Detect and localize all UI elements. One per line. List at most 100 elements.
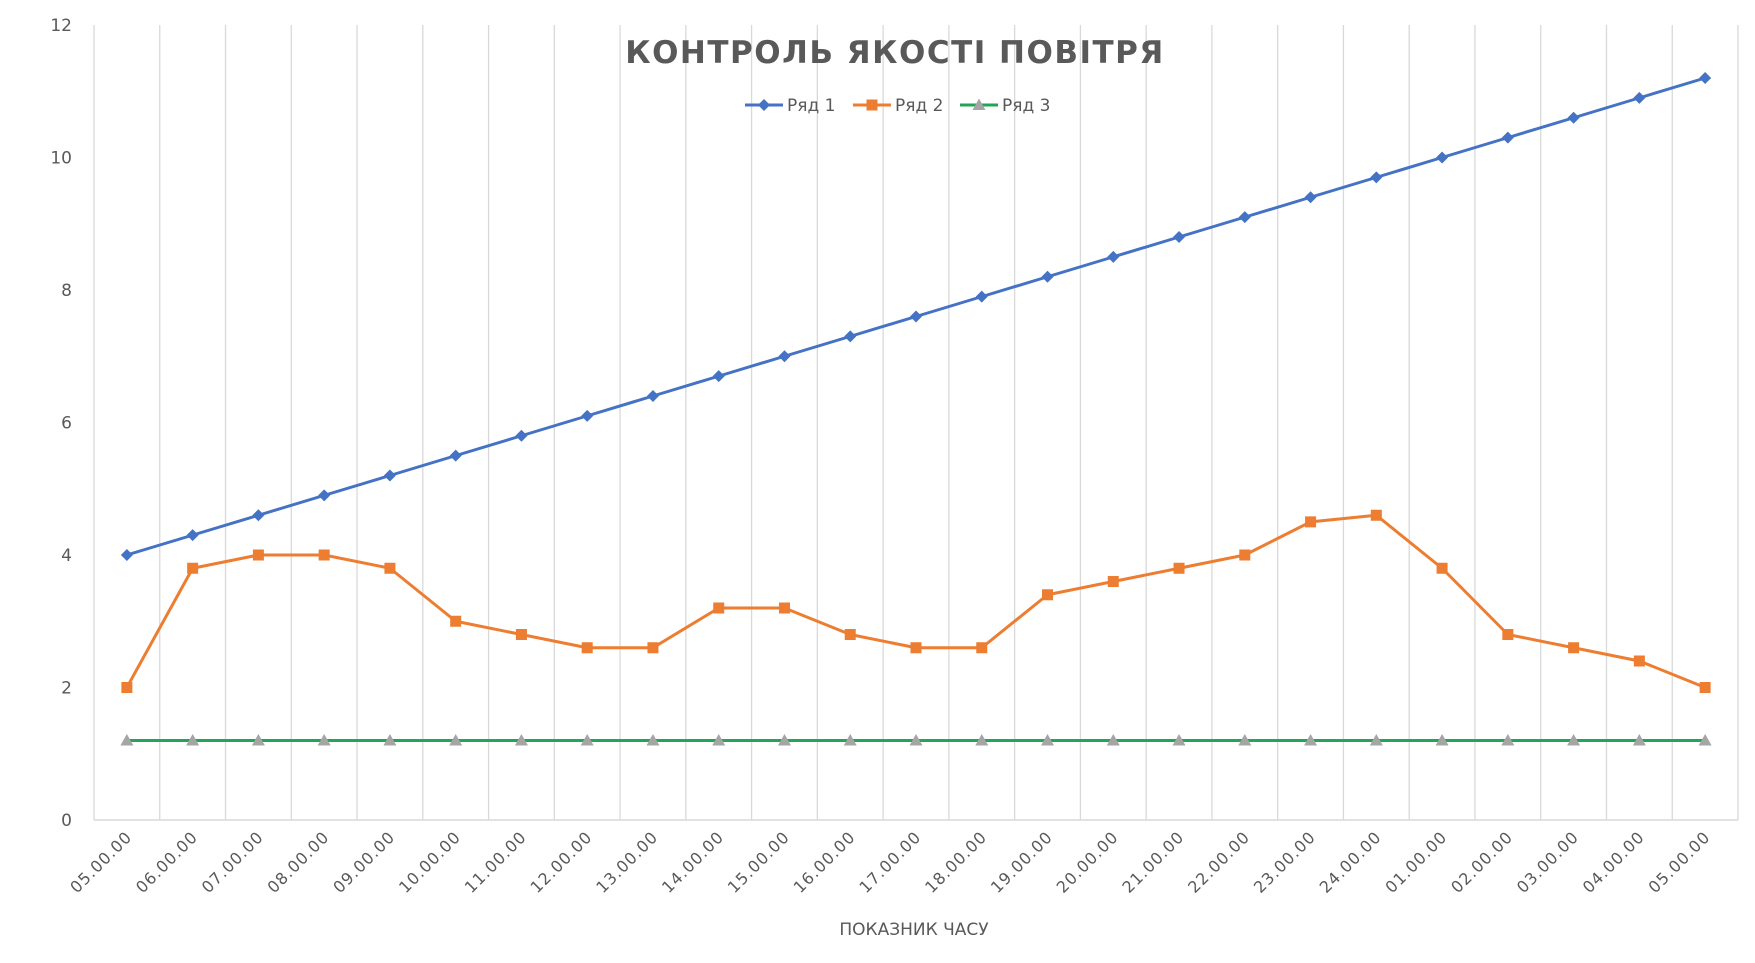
triangle-marker [1041, 734, 1055, 746]
diamond-marker [844, 330, 857, 343]
square-marker [581, 642, 593, 654]
square-marker [910, 642, 922, 654]
x-tick-label: 02.00.00 [1447, 827, 1516, 896]
diamond-marker [910, 310, 922, 323]
square-marker [1370, 509, 1382, 521]
square-marker [121, 682, 133, 693]
x-tick-label: 10.00.00 [395, 827, 464, 896]
square-marker [515, 629, 527, 640]
x-tick-label: 16.00.00 [790, 827, 859, 896]
x-tick-label: 14.00.00 [658, 827, 727, 896]
diamond-marker [1304, 191, 1317, 204]
diamond-marker [1699, 72, 1712, 84]
diamond-marker [318, 489, 331, 502]
triangle-marker [186, 734, 200, 746]
x-tick-label: 01.00.00 [1381, 827, 1450, 896]
diamond-marker [975, 290, 988, 303]
x-tick-label: 13.00.00 [592, 827, 661, 896]
diamond-marker [581, 409, 594, 422]
triangle-marker [646, 734, 660, 746]
triangle-marker [843, 734, 857, 746]
x-tick-label: 07.00.00 [198, 827, 267, 896]
x-tick-label: 06.00.00 [132, 827, 201, 896]
x-tick-label: 09.00.00 [329, 827, 398, 896]
y-tick-label: 4 [61, 546, 72, 566]
x-tick-label: 12.00.00 [527, 827, 596, 896]
triangle-marker [1369, 734, 1383, 746]
triangle-marker [1304, 734, 1318, 746]
square-marker [713, 602, 725, 614]
diamond-marker [1567, 111, 1580, 124]
square-marker [384, 562, 396, 574]
square-marker [866, 99, 878, 111]
square-marker [1633, 655, 1645, 667]
x-tick-label: 19.00.00 [987, 827, 1056, 896]
triangle-marker [1106, 734, 1120, 746]
plot-area [120, 72, 1712, 746]
x-tick-label: 11.00.00 [461, 827, 530, 896]
triangle-marker [712, 734, 726, 746]
square-marker [318, 549, 330, 561]
legend-item-1: Ряд 1 [745, 96, 835, 116]
triangle-marker [580, 734, 594, 746]
triangle-marker [514, 734, 528, 746]
y-tick-label: 10 [50, 149, 72, 169]
triangle-marker [317, 734, 331, 746]
triangle-marker [1238, 734, 1252, 746]
diamond-marker [1107, 250, 1120, 263]
square-marker [187, 562, 199, 574]
legend-label: Ряд 2 [895, 96, 943, 116]
y-tick-label: 6 [61, 414, 72, 434]
legend-item-3: Ряд 3 [960, 96, 1050, 116]
square-marker [1305, 516, 1317, 528]
legend: Ряд 1 Ряд 2 Ряд 3 [745, 96, 1050, 116]
square-marker [1502, 629, 1514, 640]
x-tick-label: 24.00.00 [1316, 827, 1385, 896]
triangle-marker [120, 734, 134, 746]
series-3 [120, 734, 1712, 746]
diamond-marker [1501, 131, 1514, 144]
series-line [125, 513, 1706, 689]
x-tick-label: 04.00.00 [1579, 827, 1648, 896]
square-marker [450, 615, 462, 627]
diamond-marker [186, 529, 199, 542]
square-marker [252, 549, 264, 561]
diamond-marker [712, 370, 725, 383]
triangle-marker [972, 98, 986, 110]
series-2 [121, 509, 1711, 693]
legend-item-2: Ряд 2 [853, 96, 943, 116]
x-tick-label: 08.00.00 [264, 827, 333, 896]
diamond-marker [1041, 270, 1054, 283]
square-marker [1239, 549, 1251, 561]
triangle-marker [1501, 734, 1515, 746]
triangle-marker [383, 734, 397, 746]
x-tick-label: 15.00.00 [724, 827, 793, 896]
x-axis: 05.00.0006.00.0007.00.0008.00.0009.00.00… [66, 819, 1738, 897]
legend-label: Ряд 1 [787, 96, 835, 116]
square-marker [1042, 589, 1054, 601]
diamond-marker [758, 99, 770, 111]
diamond-marker [778, 350, 791, 363]
x-axis-title: ПОКАЗНИК ЧАСУ [839, 920, 989, 940]
y-axis: 0 2 4 6 8 10 12 [50, 16, 72, 831]
square-marker [778, 602, 790, 614]
triangle-marker [449, 734, 463, 746]
x-tick-label: 05.00.00 [66, 827, 135, 896]
triangle-marker [975, 734, 989, 746]
diamond-marker [120, 549, 133, 561]
x-tick-label: 22.00.00 [1184, 827, 1253, 896]
legend-label: Ряд 3 [1002, 96, 1050, 116]
x-tick-label: 17.00.00 [855, 827, 924, 896]
square-marker [976, 642, 988, 654]
triangle-marker [251, 734, 265, 746]
x-tick-label: 21.00.00 [1118, 827, 1187, 896]
y-tick-label: 0 [61, 811, 72, 831]
triangle-marker [1632, 734, 1646, 746]
x-tick-label: 03.00.00 [1513, 827, 1582, 896]
square-marker [647, 642, 659, 654]
diamond-marker [1633, 91, 1646, 104]
y-tick-label: 8 [61, 281, 72, 301]
triangle-marker [1435, 734, 1449, 746]
y-tick-label: 12 [50, 16, 72, 36]
